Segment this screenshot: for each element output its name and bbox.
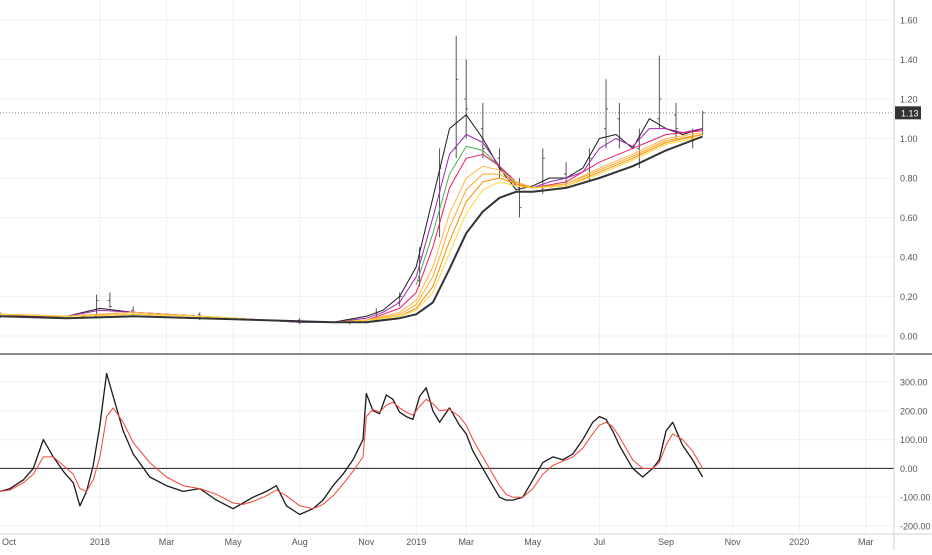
price-y-tick-label: 1.60: [900, 16, 918, 26]
oscillator-series-1: [0, 398, 704, 510]
oscillator-panel[interactable]: [0, 372, 894, 516]
x-tick-label: Mar: [858, 537, 874, 547]
price-y-tick-label: 0.20: [900, 292, 918, 302]
price-y-tick-label: 1.00: [900, 134, 918, 144]
x-tick-label: 2020: [789, 537, 809, 547]
current-price-label: 1.13: [901, 108, 919, 118]
price-series-8: [0, 135, 703, 324]
candle: [107, 292, 112, 309]
price-series-2: [415, 145, 533, 285]
oscillator-y-tick-label: 0.00: [900, 464, 918, 474]
x-tick-label: Aug: [292, 537, 308, 547]
oscillator-y-tick-label: 200.00: [900, 406, 928, 416]
price-series-7: [0, 136, 703, 323]
x-tick-label: Mar: [458, 537, 474, 547]
price-y-tick-label: 1.40: [900, 55, 918, 65]
x-tick-label: Nov: [725, 537, 742, 547]
oscillator-y-tick-label: 100.00: [900, 435, 928, 445]
candle: [657, 55, 662, 129]
x-tick-label: May: [225, 537, 243, 547]
current-price-badge: [895, 106, 921, 120]
x-tick-label: Mar: [159, 537, 175, 547]
price-y-tick-label: 0.40: [900, 253, 918, 263]
oscillator-y-tick-label: -200.00: [900, 522, 931, 532]
x-tick-label: Nov: [358, 537, 375, 547]
x-tick-label: Jul: [594, 537, 606, 547]
price-panel[interactable]: [0, 35, 894, 325]
price-y-tick-label: 0.60: [900, 213, 918, 223]
oscillator-series-0: [0, 372, 704, 516]
oscillator-y-tick-label: -100.00: [900, 493, 931, 503]
x-tick-label: May: [524, 537, 542, 547]
x-tick-label: 2018: [90, 537, 110, 547]
oscillator-y-tick-label: 300.00: [900, 378, 928, 388]
price-y-tick-label: 0.00: [900, 332, 918, 342]
price-y-tick-label: 0.80: [900, 174, 918, 184]
candle: [480, 102, 485, 159]
x-tick-label: Oct: [2, 537, 17, 547]
x-tick-label: 2019: [406, 537, 426, 547]
x-tick-label: Sep: [658, 537, 674, 547]
candle: [464, 59, 469, 139]
price-y-tick-label: 1.20: [900, 95, 918, 105]
